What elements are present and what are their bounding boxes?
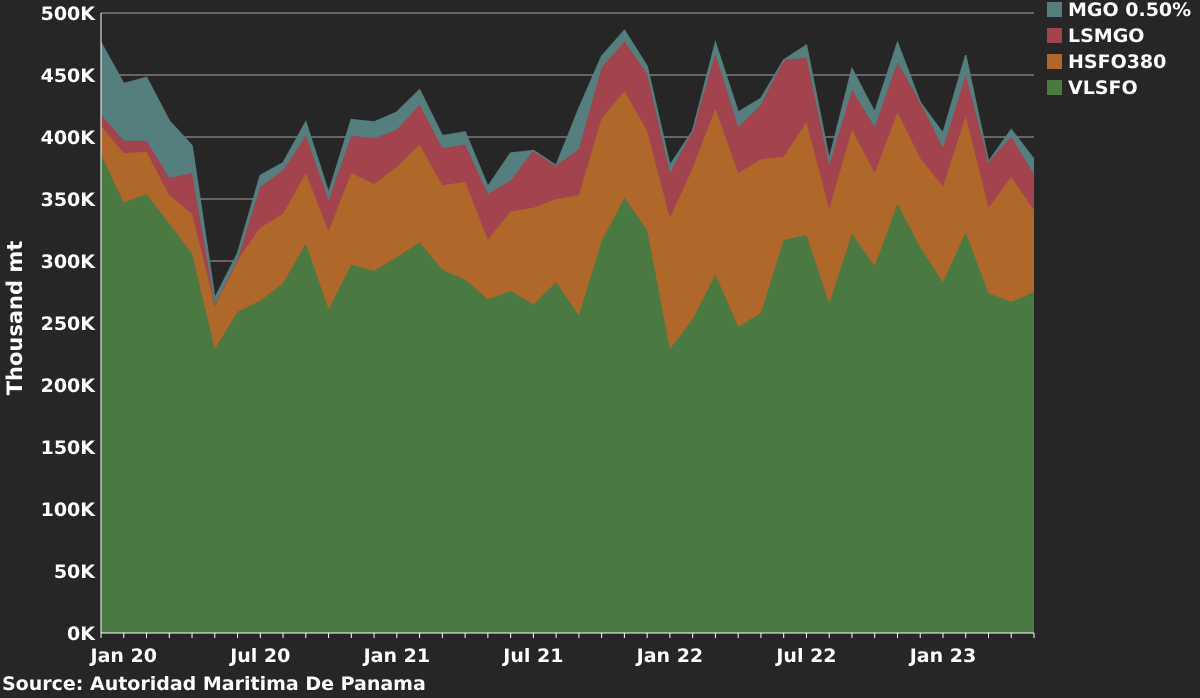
legend-swatch-hsfo380 <box>1047 54 1062 69</box>
area-hsfo380 <box>101 91 1034 349</box>
line-mgo-0-50 <box>100 29 1035 301</box>
legend: MGO 0.50% LSMGO HSFO380 VLSFO <box>1047 0 1191 99</box>
x-tick-labels: Jan 20 Jul 20 Jan 21 Jul 21 Jan 22 Jul 22 Jan … <box>89 645 977 667</box>
axes <box>100 13 1035 638</box>
area-vlsfo <box>101 154 1034 633</box>
x-tick-label: Jul 21 <box>501 645 563 667</box>
y-tick-label: 450K <box>41 65 97 87</box>
legend-label-lsmgo: LSMGO <box>1068 25 1144 47</box>
y-tick-labels: 0K 50K 100K 150K 200K 250K 300K 350K 400K 450K 500… <box>41 3 97 645</box>
y-tick-label: 350K <box>41 189 97 211</box>
y-tick-label: 300K <box>41 251 97 273</box>
x-tick-label: Jan 21 <box>362 645 430 667</box>
y-tick-label: 150K <box>41 437 97 459</box>
x-tick-label: Jan 23 <box>908 645 976 667</box>
legend-label-vlsfo: VLSFO <box>1068 77 1138 99</box>
y-tick-label: 200K <box>41 375 97 397</box>
source-note: Source: Autoridad Maritima De Panama <box>2 673 426 695</box>
y-tick-label: 500K <box>41 3 97 25</box>
y-tick-label: 400K <box>41 127 97 149</box>
x-tick-label: Jan 20 <box>89 645 157 667</box>
series-areas <box>100 29 1035 633</box>
x-tick-label: Jul 20 <box>228 645 290 667</box>
legend-swatch-lsmgo <box>1047 28 1062 43</box>
y-tick-label: 0K <box>67 623 96 645</box>
y-axis-label: Thousand mt <box>3 241 27 396</box>
legend-swatch-mgo-0-50 <box>1047 2 1062 17</box>
legend-swatch-vlsfo <box>1047 80 1062 95</box>
legend-label-hsfo380: HSFO380 <box>1068 51 1166 73</box>
x-tick-label: Jul 22 <box>774 645 836 667</box>
area-lsmgo <box>101 41 1034 305</box>
y-tick-label: 100K <box>41 499 97 521</box>
y-tick-label: 50K <box>54 561 96 583</box>
x-tick-label: Jan 22 <box>635 645 703 667</box>
y-tick-label: 250K <box>41 313 97 335</box>
legend-label-mgo-0-50: MGO 0.50% <box>1068 0 1191 21</box>
